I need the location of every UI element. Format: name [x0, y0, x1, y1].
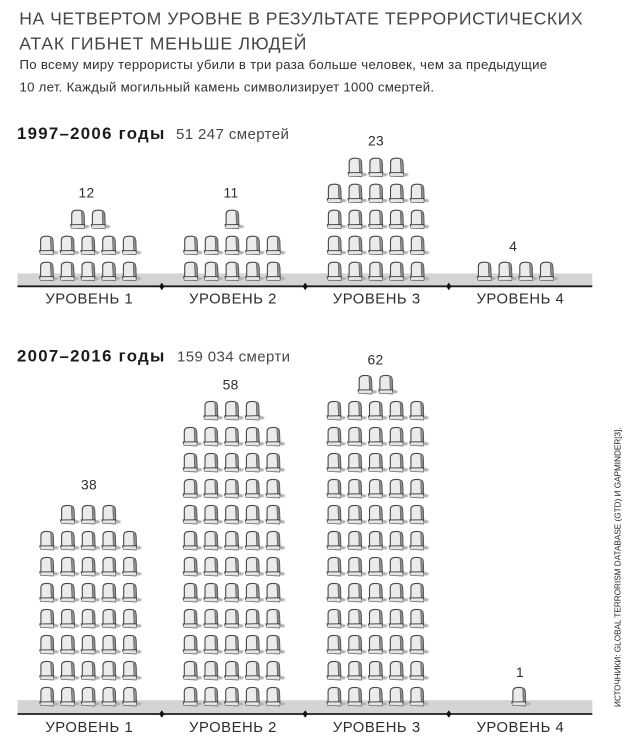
svg-text:2007–2016 годы: 2007–2016 годы — [17, 347, 166, 366]
svg-text:НА ЧЕТВЕРТОМ УРОВНЕ В РЕЗУЛЬТА: НА ЧЕТВЕРТОМ УРОВНЕ В РЕЗУЛЬТАТЕ ТЕРРОРИ… — [19, 9, 583, 29]
svg-text:58: 58 — [223, 378, 239, 393]
svg-text:23: 23 — [368, 133, 384, 148]
svg-text:4: 4 — [509, 239, 517, 254]
svg-text:11: 11 — [224, 185, 239, 200]
svg-text:10 лет. Каждый могильный камен: 10 лет. Каждый могильный камень символиз… — [20, 80, 435, 95]
svg-text:1997–2006 годы: 1997–2006 годы — [17, 124, 166, 143]
svg-text:12: 12 — [79, 185, 95, 200]
svg-text:УРОВЕНЬ 4: УРОВЕНЬ 4 — [476, 720, 564, 736]
svg-text:УРОВЕНЬ 3: УРОВЕНЬ 3 — [333, 291, 421, 307]
svg-text:ИСТОЧНИКИ: GLOBAL TERRORISM DA: ИСТОЧНИКИ: GLOBAL TERRORISM DATABASE (GT… — [613, 427, 622, 707]
svg-text:38: 38 — [81, 477, 97, 492]
svg-text:По всему миру террористы убили: По всему миру террористы убили в три раз… — [20, 57, 548, 72]
svg-text:АТАК ГИБНЕТ МЕНЬШЕ ЛЮДЕЙ: АТАК ГИБНЕТ МЕНЬШЕ ЛЮДЕЙ — [19, 32, 307, 53]
svg-text:УРОВЕНЬ 3: УРОВЕНЬ 3 — [333, 720, 421, 736]
svg-text:159 034 смерти: 159 034 смерти — [177, 349, 290, 366]
svg-text:УРОВЕНЬ 1: УРОВЕНЬ 1 — [45, 291, 133, 307]
svg-text:62: 62 — [368, 352, 384, 367]
svg-text:УРОВЕНЬ 1: УРОВЕНЬ 1 — [45, 720, 133, 736]
svg-text:УРОВЕНЬ 2: УРОВЕНЬ 2 — [189, 291, 277, 307]
svg-text:УРОВЕНЬ 2: УРОВЕНЬ 2 — [189, 720, 277, 736]
svg-text:51 247 смертей: 51 247 смертей — [176, 126, 289, 143]
svg-text:1: 1 — [516, 665, 524, 680]
svg-text:УРОВЕНЬ 4: УРОВЕНЬ 4 — [476, 291, 564, 307]
